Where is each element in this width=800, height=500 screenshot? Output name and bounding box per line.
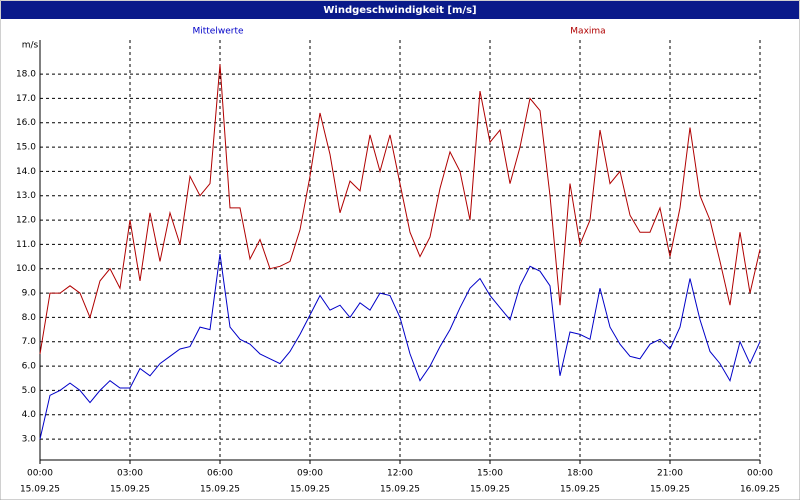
y-tick-label: 6.0 bbox=[22, 362, 37, 372]
x-tick-label: 21:00 bbox=[657, 469, 683, 479]
y-tick-label: 3.0 bbox=[22, 435, 37, 445]
title-bar bbox=[1, 1, 799, 19]
x-tick-label: 12:00 bbox=[387, 469, 413, 479]
x-tick-label: 18:00 bbox=[567, 469, 593, 479]
chart-title: Windgeschwindigkeit [m/s] bbox=[323, 5, 476, 16]
legend-entry: Mittelwerte bbox=[192, 27, 243, 37]
y-tick-label: 16.0 bbox=[16, 118, 36, 128]
x-tick-date: 15.09.25 bbox=[560, 485, 600, 495]
x-tick-label: 03:00 bbox=[117, 469, 143, 479]
x-tick-label: 06:00 bbox=[207, 469, 233, 479]
y-tick-label: 17.0 bbox=[16, 94, 36, 104]
y-tick-label: 13.0 bbox=[16, 191, 36, 201]
y-tick-label: 5.0 bbox=[22, 386, 37, 396]
y-tick-label: 7.0 bbox=[22, 337, 37, 347]
x-tick-date: 16.09.25 bbox=[740, 485, 780, 495]
series-line bbox=[39, 64, 761, 354]
x-tick-date: 15.09.25 bbox=[110, 485, 150, 495]
y-tick-label: 18.0 bbox=[16, 70, 36, 80]
x-tick-date: 15.09.25 bbox=[380, 485, 420, 495]
y-tick-label: 9.0 bbox=[22, 289, 37, 299]
y-tick-label: 8.0 bbox=[22, 313, 37, 323]
x-tick-label: 09:00 bbox=[297, 469, 323, 479]
y-tick-label: 12.0 bbox=[16, 216, 36, 226]
x-tick-date: 15.09.25 bbox=[20, 485, 60, 495]
y-tick-label: 4.0 bbox=[22, 410, 37, 420]
x-tick-label: 00:00 bbox=[27, 469, 53, 479]
x-tick-date: 15.09.25 bbox=[470, 485, 510, 495]
x-tick-date: 15.09.25 bbox=[200, 485, 240, 495]
y-tick-label: 15.0 bbox=[16, 143, 36, 153]
y-tick-label: 11.0 bbox=[16, 240, 36, 250]
x-tick-date: 15.09.25 bbox=[290, 485, 330, 495]
series-line bbox=[39, 254, 761, 440]
x-tick-date: 15.09.25 bbox=[650, 485, 690, 495]
x-tick-label: 00:00 bbox=[747, 469, 773, 479]
y-tick-label: 10.0 bbox=[16, 264, 36, 274]
y-unit: m/s bbox=[22, 41, 39, 51]
x-tick-label: 15:00 bbox=[477, 469, 503, 479]
legend-entry: Maxima bbox=[570, 27, 605, 37]
y-tick-label: 14.0 bbox=[16, 167, 36, 177]
